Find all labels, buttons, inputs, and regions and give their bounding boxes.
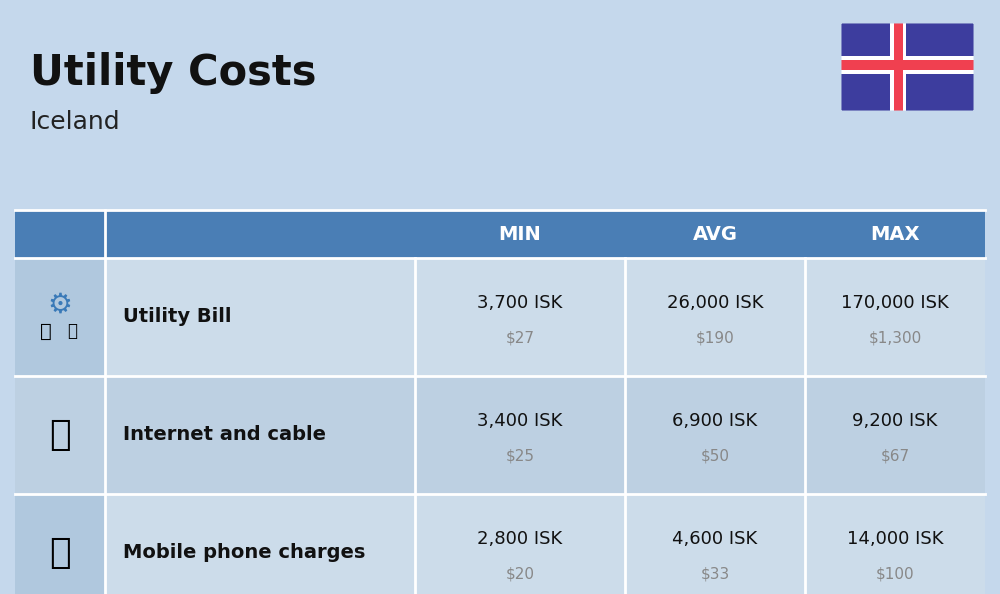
Text: Mobile phone charges: Mobile phone charges: [123, 544, 365, 563]
Text: Internet and cable: Internet and cable: [123, 425, 326, 444]
Bar: [15, 376, 105, 494]
Text: 26,000 ISK: 26,000 ISK: [667, 294, 763, 312]
Text: $50: $50: [700, 448, 730, 464]
Bar: [15, 494, 105, 594]
Text: $100: $100: [876, 567, 914, 582]
Text: AVG: AVG: [692, 225, 738, 244]
Text: 3,700 ISK: 3,700 ISK: [477, 294, 563, 312]
Text: $20: $20: [506, 567, 534, 582]
Text: Utility Costs: Utility Costs: [30, 52, 316, 94]
Text: 3,400 ISK: 3,400 ISK: [477, 412, 563, 430]
Bar: [105, 376, 985, 494]
Bar: [105, 258, 985, 376]
Text: 📟: 📟: [67, 322, 77, 340]
Text: 6,900 ISK: 6,900 ISK: [672, 412, 758, 430]
Bar: [840, 22, 975, 112]
Bar: [894, 22, 903, 112]
Text: $190: $190: [696, 331, 734, 346]
Bar: [840, 56, 975, 74]
Text: $25: $25: [506, 448, 534, 464]
Text: Iceland: Iceland: [30, 110, 121, 134]
Text: 170,000 ISK: 170,000 ISK: [841, 294, 949, 312]
Text: $67: $67: [880, 448, 910, 464]
Bar: [105, 494, 985, 594]
Text: 14,000 ISK: 14,000 ISK: [847, 530, 943, 548]
Bar: [890, 22, 906, 112]
Bar: [15, 258, 105, 376]
Text: 📡: 📡: [49, 418, 71, 452]
Text: ⚙: ⚙: [48, 291, 72, 319]
Text: 2,800 ISK: 2,800 ISK: [477, 530, 563, 548]
Text: 🔌: 🔌: [40, 321, 52, 340]
Text: Utility Bill: Utility Bill: [123, 308, 232, 327]
Text: $33: $33: [700, 567, 730, 582]
Text: MAX: MAX: [870, 225, 920, 244]
Text: MIN: MIN: [499, 225, 541, 244]
Text: $1,300: $1,300: [868, 331, 922, 346]
Text: 📱: 📱: [49, 536, 71, 570]
Bar: [15, 210, 985, 258]
Text: 4,600 ISK: 4,600 ISK: [672, 530, 758, 548]
Bar: [840, 60, 975, 70]
Text: $27: $27: [506, 331, 534, 346]
Text: 9,200 ISK: 9,200 ISK: [852, 412, 938, 430]
